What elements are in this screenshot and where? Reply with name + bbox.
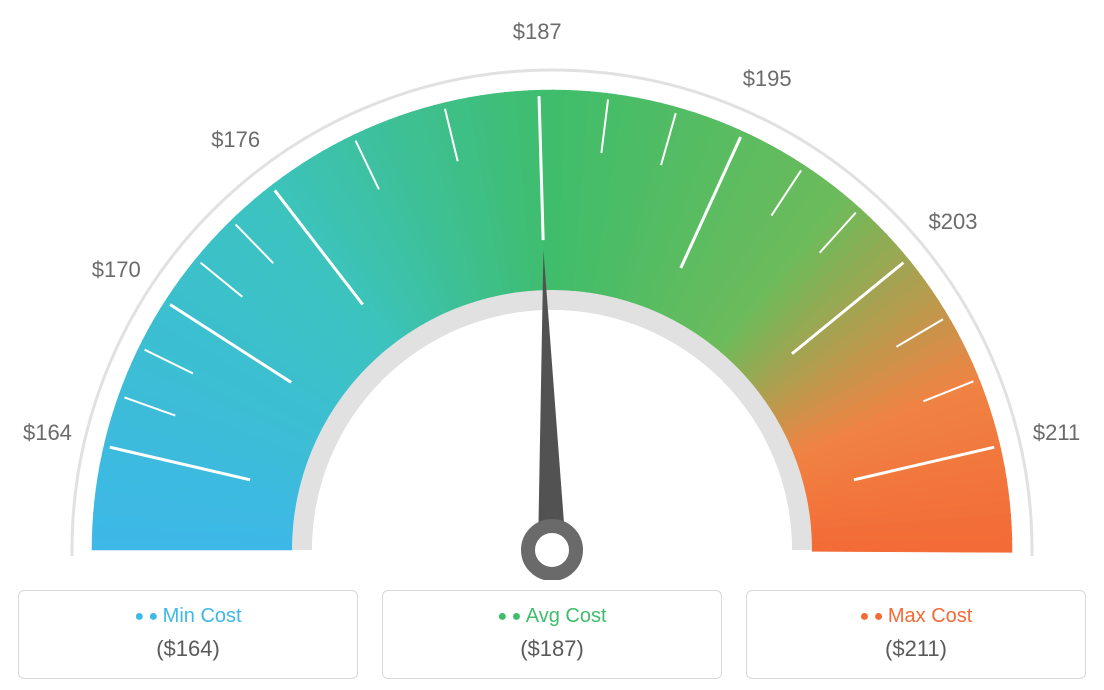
legend-avg-title: ● Avg Cost <box>383 605 721 628</box>
gauge-tick-label: $195 <box>743 66 792 92</box>
legend-max-title: ● Max Cost <box>747 605 1085 628</box>
gauge-tick-label: $211 <box>1033 420 1080 446</box>
gauge-svg <box>0 0 1104 580</box>
legend-card-max: ● Max Cost ($211) <box>746 590 1086 679</box>
legend-min-value: ($164) <box>19 636 357 662</box>
legend-avg-value: ($187) <box>383 636 721 662</box>
gauge-tick-label: $170 <box>92 257 141 283</box>
legend-min-title: ● Min Cost <box>19 605 357 628</box>
gauge-tick-label: $187 <box>513 19 562 45</box>
legend-row: ● Min Cost ($164) ● Avg Cost ($187) ● Ma… <box>0 580 1104 679</box>
legend-max-value: ($211) <box>747 636 1085 662</box>
legend-card-min: ● Min Cost ($164) <box>18 590 358 679</box>
gauge-chart: $164 $170 $176 $187 $195 $203 $211 <box>0 0 1104 580</box>
legend-card-avg: ● Avg Cost ($187) <box>382 590 722 679</box>
gauge-tick-label: $176 <box>211 127 260 153</box>
gauge-tick-label: $164 <box>23 420 72 446</box>
gauge-tick-label: $203 <box>929 209 978 235</box>
